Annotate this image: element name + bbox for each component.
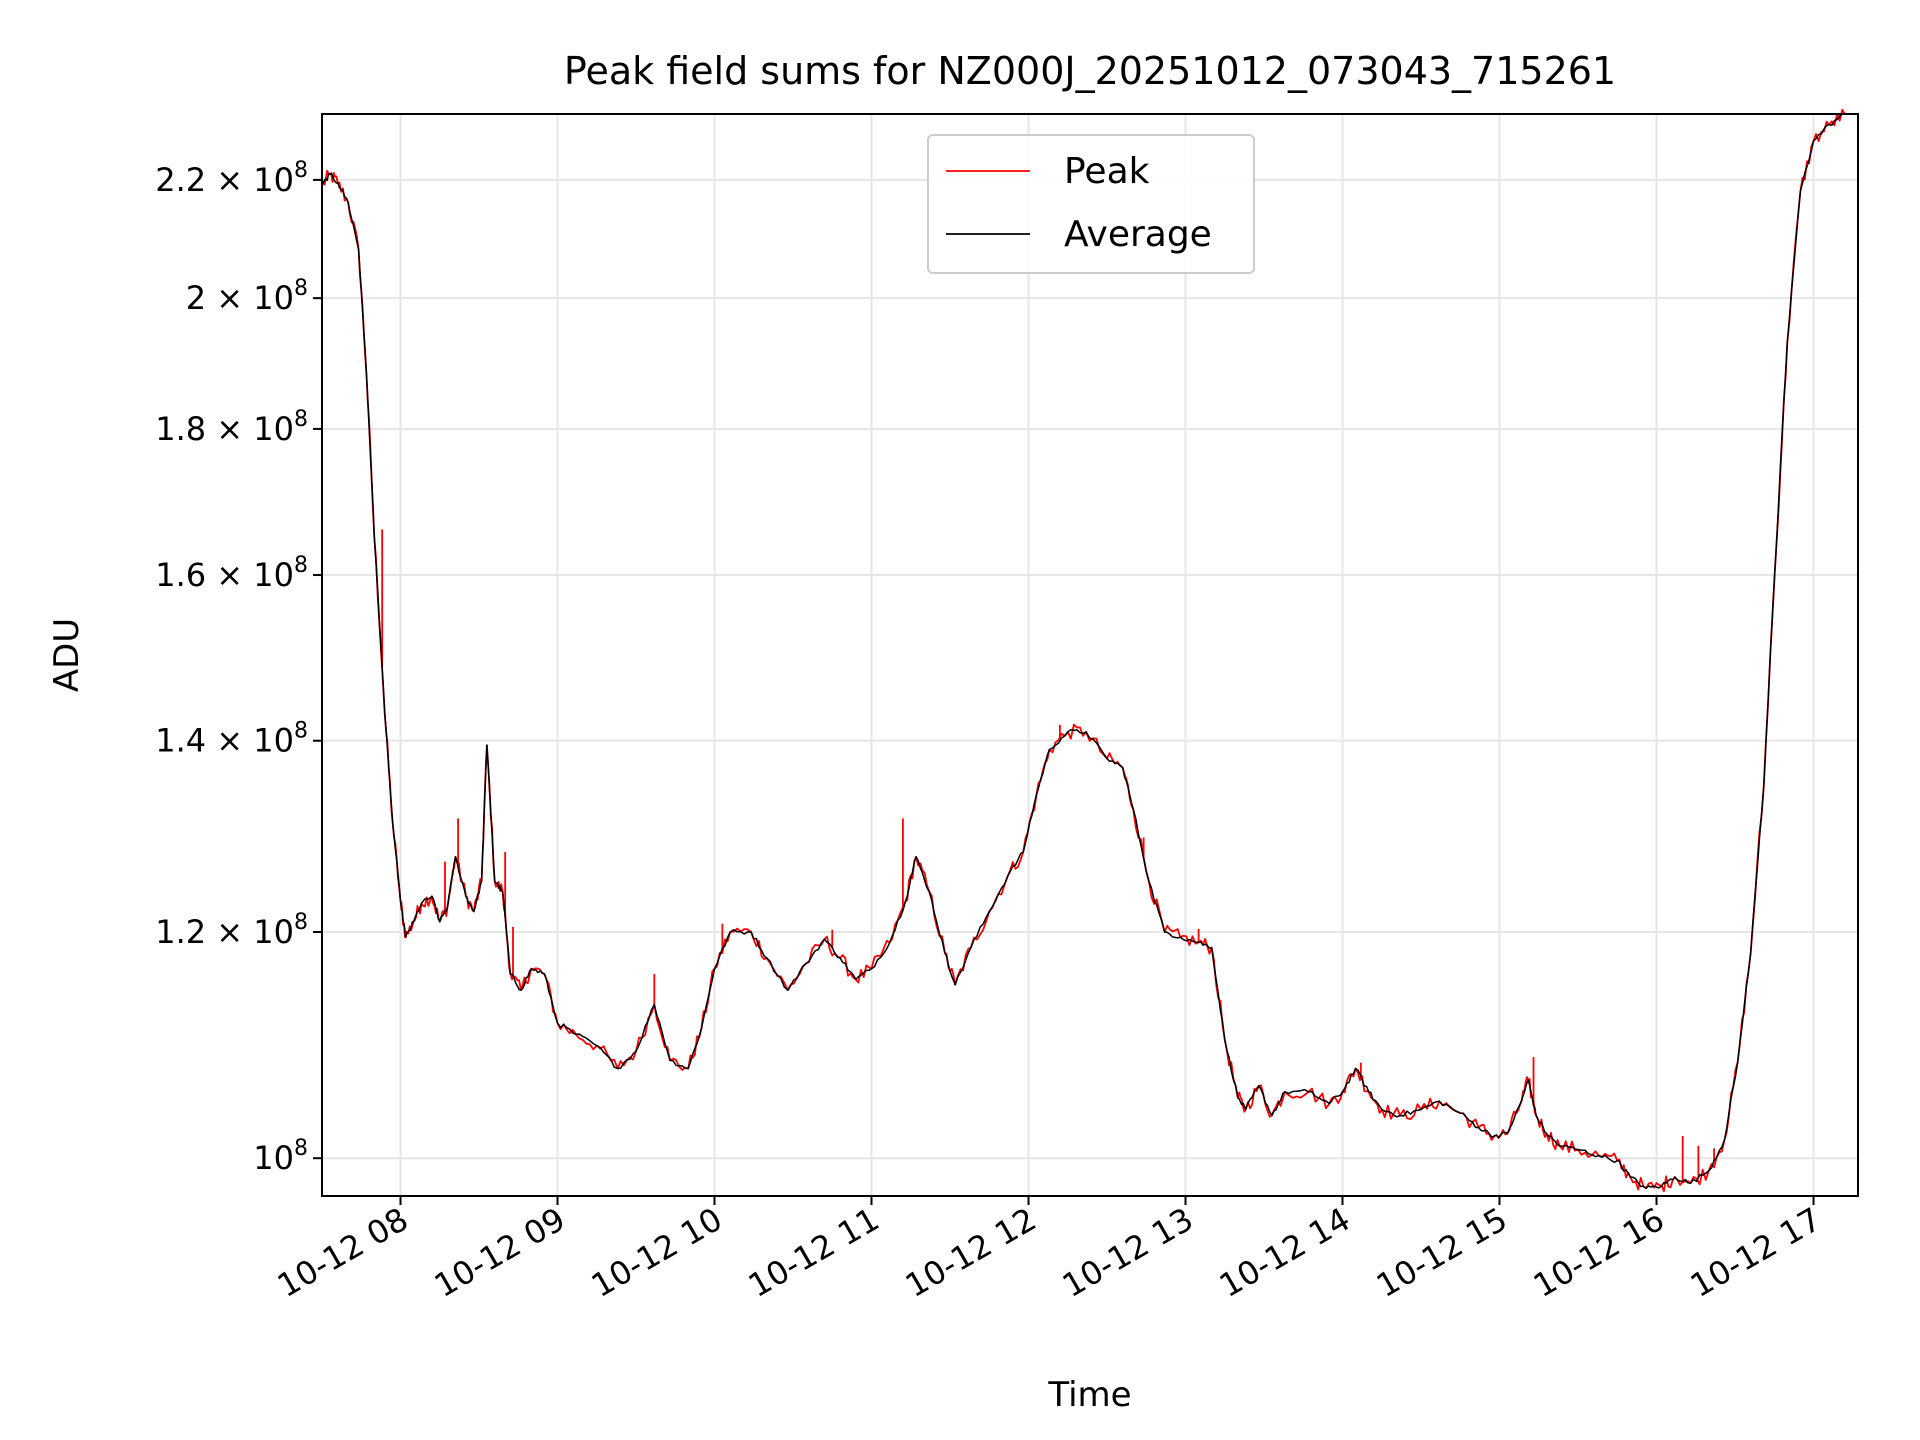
y-tick-label: 1.8 × 108 (155, 407, 308, 448)
y-axis-label: ADU (47, 618, 87, 692)
legend-box (927, 134, 1255, 274)
x-axis-label: Time (1047, 1375, 1131, 1415)
legend-label-average: Average (1064, 214, 1212, 255)
chart-title: Peak field sums for NZ000J_20251012_0730… (564, 49, 1616, 93)
legend-label-peak: Peak (1064, 151, 1150, 192)
y-tick-label: 108 (253, 1136, 308, 1177)
axes-frame (321, 113, 1859, 1197)
y-tick-label: 1.6 × 108 (155, 553, 308, 594)
y-tick-label: 2.2 × 108 (155, 158, 308, 199)
legend: Peak Average (927, 134, 1255, 274)
y-tick-label: 1.4 × 108 (155, 719, 308, 760)
grid-lines (322, 114, 1858, 1196)
series-line-average (321, 113, 1845, 1190)
y-tick-label: 2 × 108 (186, 276, 308, 317)
plot-lines (321, 108, 1846, 1193)
y-tick-label: 1.2 × 108 (155, 910, 308, 951)
